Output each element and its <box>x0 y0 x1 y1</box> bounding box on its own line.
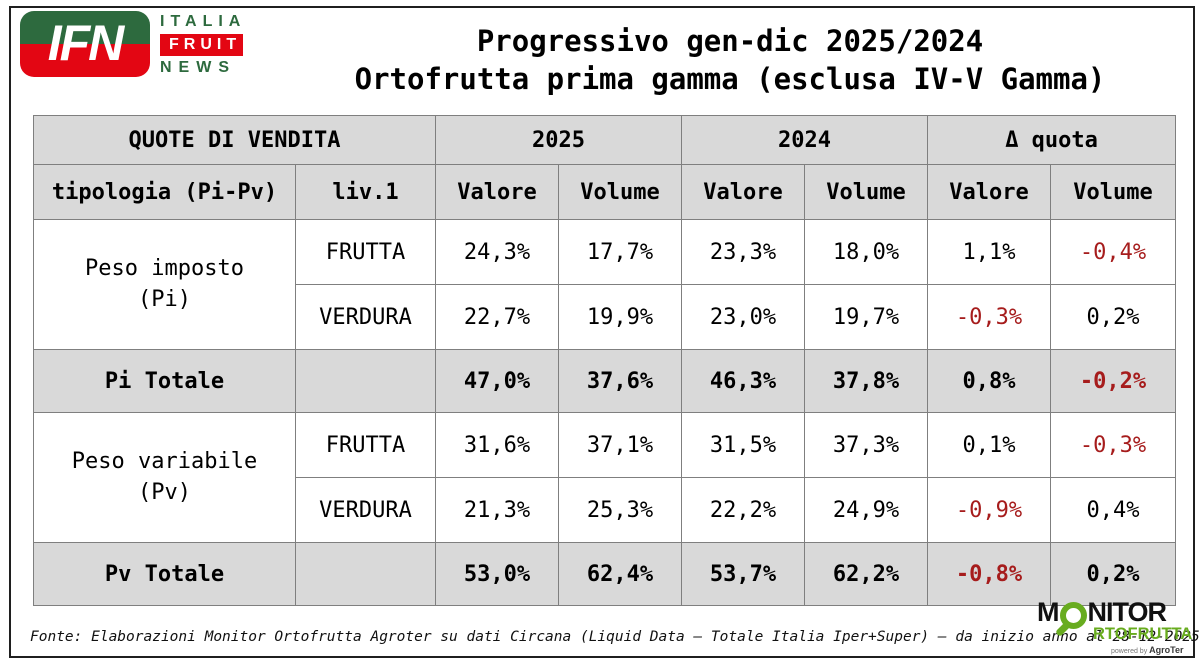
header-volume-2024: Volume <box>804 164 929 220</box>
total-value-cell: 47,0% <box>435 349 560 413</box>
monitor-ortofrutta-logo: M NITOR RTOFRUTTA powered by AgroTer <box>1037 597 1193 655</box>
liv1-cell: FRUTTA <box>294 412 437 478</box>
value-cell: 21,3% <box>435 477 560 543</box>
value-cell: 0,4% <box>1050 477 1177 543</box>
value-cell: 19,7% <box>804 284 929 350</box>
header-2025: 2025 <box>435 115 683 165</box>
header-tipologia: tipologia (Pi-Pv) <box>33 164 296 220</box>
monitor-letter-m: M <box>1037 597 1059 627</box>
value-cell: -0,9% <box>927 477 1052 543</box>
value-cell: 19,9% <box>558 284 683 350</box>
table-body: Peso imposto (Pi) FRUTTA 24,3% 17,7% 23,3% 18,… <box>33 219 1177 606</box>
ifn-word-fruit: FRUIT <box>160 34 243 56</box>
total-value-cell: 37,8% <box>804 349 929 413</box>
table-row: VERDURA 21,3% 25,3% 22,2% 24,9% -0,9% 0,4% <box>34 477 1177 543</box>
value-cell: 0,1% <box>927 412 1052 478</box>
agroter-brand: AgroTer <box>1149 644 1184 655</box>
liv1-cell: VERDURA <box>294 477 437 543</box>
value-cell: -0,3% <box>927 284 1052 350</box>
total-value-cell: 46,3% <box>681 349 806 413</box>
ifn-wordmark: ITALIA FRUIT NEWS <box>160 11 246 77</box>
total-row: Pi Totale 47,0% 37,6% 46,3% 37,8% 0,8% -0,2% <box>33 349 1177 413</box>
table-row: Peso variabile (Pv) FRUTTA 31,6% 37,1% 31,5% 3… <box>33 412 1177 543</box>
header-valore-2024: Valore <box>681 164 806 220</box>
magnifier-icon <box>1054 602 1087 637</box>
group-label-cell: Peso variabile (Pv) <box>33 412 296 543</box>
total-value-cell: 62,4% <box>558 542 683 606</box>
group-label-line-2: (Pv) <box>138 479 191 505</box>
value-cell: 18,0% <box>804 219 929 285</box>
header-row-columns: tipologia (Pi-Pv) liv.1 Valore Volume Va… <box>33 164 1177 220</box>
value-cell: 37,1% <box>558 412 683 478</box>
total-label-cell: Pv Totale <box>33 542 296 606</box>
header-2024: 2024 <box>681 115 929 165</box>
group-label-line-1: Peso imposto <box>85 255 244 281</box>
group-label-line-1: Peso variabile <box>71 448 258 474</box>
source-note: Fonte: Elaborazioni Monitor Ortofrutta A… <box>30 629 1200 645</box>
header-row-groups: QUOTE DI VENDITA 2025 2024 Δ quota <box>32 115 1177 165</box>
title-line-2: Ortofrutta prima gamma (esclusa IV-V Gam… <box>354 62 1106 96</box>
value-cell: -0,4% <box>1050 219 1177 285</box>
value-cell: -0,3% <box>1050 412 1177 478</box>
value-cell: 17,7% <box>558 219 683 285</box>
header-valore-2025: Valore <box>435 164 560 220</box>
total-value-cell: 53,7% <box>681 542 806 606</box>
value-cell: 24,3% <box>435 219 560 285</box>
total-value-cell: 53,0% <box>435 542 560 606</box>
value-cell: 22,7% <box>435 284 560 350</box>
total-value-cell: 0,2% <box>1050 542 1177 606</box>
powered-by-text: powered by <box>1111 647 1148 655</box>
header-quote-di-vendita: QUOTE DI VENDITA <box>32 115 437 165</box>
total-value-cell: -0,8% <box>927 542 1052 606</box>
header-volume-delta: Volume <box>1050 164 1177 220</box>
group-label-cell: Peso imposto (Pi) <box>33 219 296 350</box>
monitor-wordmark-top: M NITOR <box>1037 597 1189 637</box>
value-cell: 37,3% <box>804 412 929 478</box>
total-row: Pv Totale 53,0% 62,4% 53,7% 62,2% -0,8% 0,2% <box>33 542 1177 606</box>
value-cell: 1,1% <box>927 219 1052 285</box>
value-cell: 24,9% <box>804 477 929 543</box>
value-cell: 22,2% <box>681 477 806 543</box>
header-delta-quota: Δ quota <box>927 115 1177 165</box>
total-value-cell: -0,2% <box>1050 349 1177 413</box>
total-empty-cell <box>294 542 437 606</box>
title-line-1: Progressivo gen-dic 2025/2024 <box>476 24 984 58</box>
value-cell: 31,6% <box>435 412 560 478</box>
header-volume-2025: Volume <box>558 164 683 220</box>
liv1-cell: VERDURA <box>294 284 437 350</box>
total-label-cell: Pi Totale <box>33 349 296 413</box>
monitor-letters-nitor: NITOR <box>1087 597 1168 627</box>
value-cell: 25,3% <box>558 477 683 543</box>
header-liv1: liv.1 <box>294 164 437 220</box>
ifn-logo: IFN ITALIA FRUIT NEWS <box>20 11 246 77</box>
total-empty-cell <box>294 349 437 413</box>
value-cell: 0,2% <box>1050 284 1177 350</box>
total-value-cell: 0,8% <box>927 349 1052 413</box>
table-row: VERDURA 22,7% 19,9% 23,0% 19,7% -0,3% 0,2% <box>34 284 1177 350</box>
ortofrutta-wordmark: RTOFRUTTA <box>1093 625 1193 643</box>
ifn-monogram: IFN <box>47 15 125 71</box>
value-cell: 31,5% <box>681 412 806 478</box>
value-cell: 23,0% <box>681 284 806 350</box>
table-row: Peso imposto (Pi) FRUTTA 24,3% 17,7% 23,3% 18,… <box>33 219 1177 350</box>
ifn-word-news: NEWS <box>160 59 236 76</box>
total-value-cell: 37,6% <box>558 349 683 413</box>
header-valore-delta: Valore <box>927 164 1052 220</box>
powered-by-agroter: powered by AgroTer <box>1111 644 1189 655</box>
group-label-line-2: (Pi) <box>138 286 191 312</box>
ifn-word-italia: ITALIA <box>160 13 247 30</box>
page-title: Progressivo gen-dic 2025/2024 Ortofrutta… <box>270 22 1190 98</box>
total-value-cell: 62,2% <box>804 542 929 606</box>
ifn-badge-icon: IFN <box>20 11 150 77</box>
sales-quota-table: QUOTE DI VENDITA 2025 2024 Δ quota tipol… <box>32 115 1177 606</box>
liv1-cell: FRUTTA <box>294 219 437 285</box>
value-cell: 23,3% <box>681 219 806 285</box>
